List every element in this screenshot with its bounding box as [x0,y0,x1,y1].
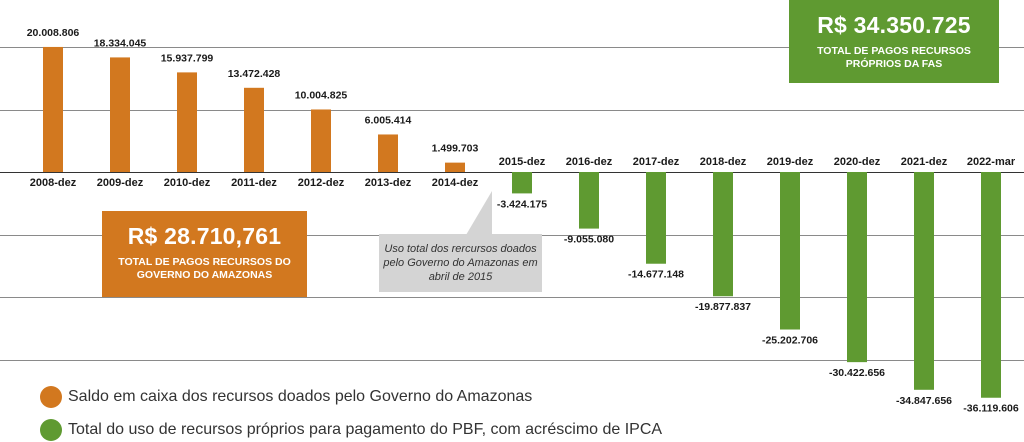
legend-item-green: Total do uso de recursos próprios para p… [40,419,662,441]
data-label: 15.937.799 [161,52,214,64]
category-label: 2019-dez [767,156,814,168]
legend-label-green: Total do uso de recursos próprios para p… [68,421,663,438]
data-label: -34.847.656 [896,395,952,407]
legend-label-orange: Saldo em caixa dos recursos doados pelo … [68,388,533,405]
data-label: 18.334.045 [94,37,147,49]
category-label: 2015-dez [499,156,546,168]
bar [512,172,532,194]
category-label: 2017-dez [633,156,680,168]
bar [847,172,867,363]
callout-note: Uso total dos rercursos doados pelo Gove… [379,234,542,292]
category-label: 2018-dez [700,156,747,168]
bar [579,172,599,229]
data-label: 6.005.414 [365,114,412,126]
data-label: -9.055.080 [564,234,614,246]
bar [244,87,264,172]
category-label: 2016-dez [566,156,613,168]
data-label: -36.119.606 [963,403,1019,415]
data-label: 1.499.703 [432,143,479,155]
bar [311,109,331,172]
category-label: 2009-dez [97,177,144,189]
bar [43,46,63,172]
green-total-box: R$ 34.350.725 TOTAL DE PAGOS RECURSOS PR… [789,0,999,83]
bar [378,134,398,172]
category-label: 2020-dez [834,156,881,168]
bar [981,172,1001,398]
data-label: -19.877.837 [695,301,751,313]
callout-pointer [466,191,492,235]
data-label: -3.424.175 [497,198,547,210]
data-label: 20.008.806 [27,27,80,39]
legend-item-orange: Saldo em caixa dos recursos doados pelo … [40,386,532,408]
category-label: 2014-dez [432,177,479,189]
category-label: 2008-dez [30,177,77,189]
bar [445,162,465,172]
green-total-caption: TOTAL DE PAGOS RECURSOS PRÓPRIOS DA FAS [817,45,971,70]
data-label: -25.202.706 [762,335,818,347]
data-label: 10.004.825 [295,89,348,101]
category-label: 2011-dez [231,177,277,189]
callout-text: Uso total dos rercursos doados pelo Gove… [383,243,538,283]
orange-total-caption: TOTAL DE PAGOS RECURSOS DO GOVERNO DO AM… [118,256,291,281]
bar [646,172,666,264]
category-label: 2010-dez [164,177,211,189]
category-label: 2013-dez [365,177,412,189]
orange-total-value: R$ 28.710,761 [127,223,282,249]
data-label: 13.472.428 [228,68,281,80]
bar [110,57,130,173]
category-label: 2012-dez [298,177,345,189]
category-label: 2021-dez [901,156,948,168]
category-label: 2022-mar [967,156,1016,168]
green-total-value: R$ 34.350.725 [817,12,971,38]
data-label: -30.422.656 [829,367,885,379]
orange-legend-swatch [40,386,62,408]
bar [780,172,800,330]
data-label: -14.677.148 [628,269,684,281]
green-legend-swatch [40,419,62,441]
bar [914,172,934,390]
bar [713,172,733,297]
bar [177,72,197,172]
orange-total-box: R$ 28.710,761 TOTAL DE PAGOS RECURSOS DO… [102,211,307,297]
